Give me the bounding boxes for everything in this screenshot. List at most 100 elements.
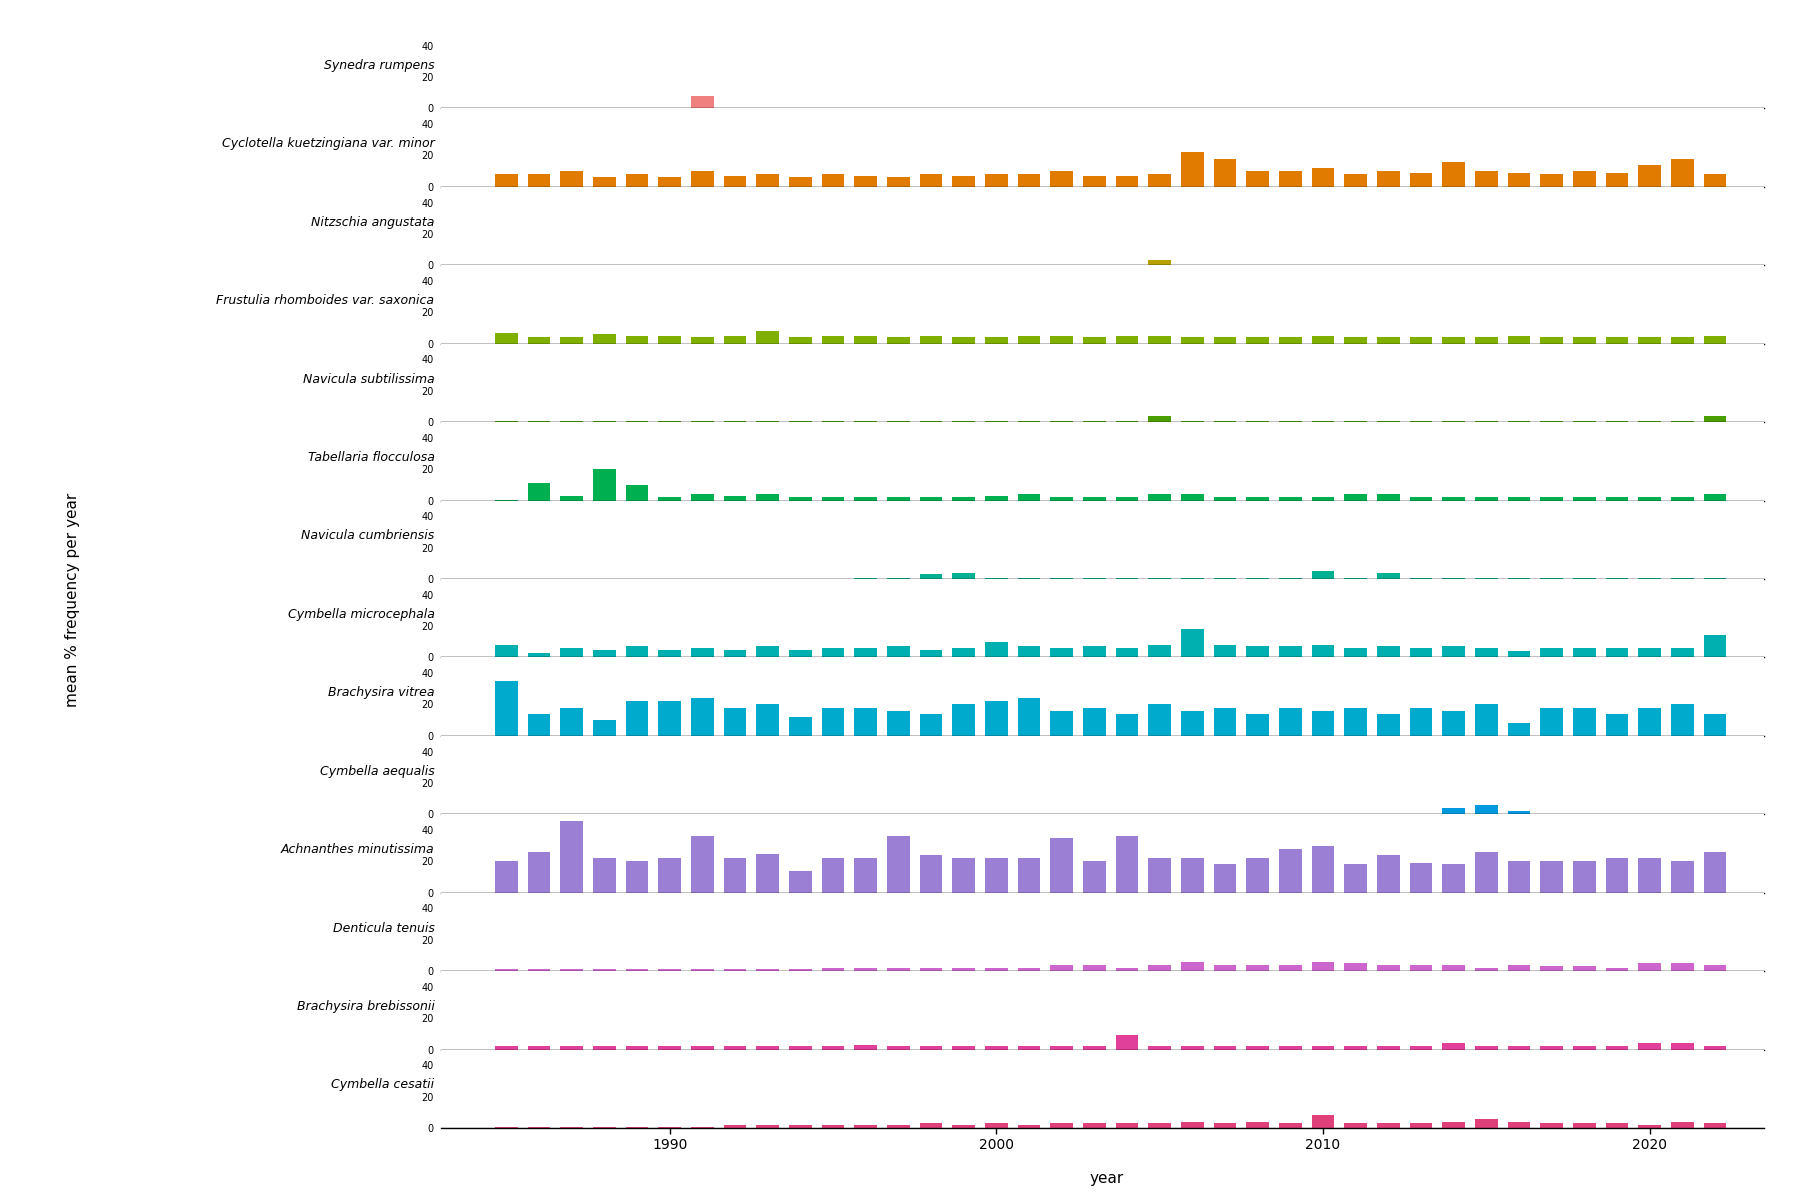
Bar bbox=[985, 174, 1008, 187]
Bar bbox=[1573, 172, 1597, 187]
Bar bbox=[1278, 1046, 1301, 1050]
Bar bbox=[1148, 704, 1172, 736]
Bar bbox=[691, 1046, 715, 1050]
Bar bbox=[1345, 864, 1368, 893]
Bar bbox=[1181, 152, 1204, 187]
Bar bbox=[952, 704, 976, 736]
Bar bbox=[527, 337, 551, 343]
Bar bbox=[1148, 1046, 1172, 1050]
Bar bbox=[1474, 852, 1498, 893]
Bar bbox=[1606, 648, 1629, 658]
Bar bbox=[1541, 1123, 1562, 1128]
Bar bbox=[560, 1046, 583, 1050]
Bar bbox=[1703, 714, 1726, 736]
Bar bbox=[1148, 174, 1172, 187]
Bar bbox=[855, 176, 877, 187]
Bar bbox=[1508, 1046, 1530, 1050]
Bar bbox=[1508, 862, 1530, 893]
Bar bbox=[1084, 1123, 1105, 1128]
Bar bbox=[1278, 337, 1301, 343]
Bar bbox=[788, 337, 812, 343]
Bar bbox=[821, 336, 844, 343]
Bar bbox=[1670, 648, 1694, 658]
Bar bbox=[821, 1124, 844, 1128]
Bar bbox=[560, 821, 583, 893]
Bar bbox=[952, 498, 976, 500]
Bar bbox=[756, 704, 779, 736]
Bar bbox=[1049, 838, 1073, 893]
Bar bbox=[527, 1046, 551, 1050]
Bar bbox=[1246, 965, 1269, 971]
Bar bbox=[527, 968, 551, 971]
Bar bbox=[1541, 498, 1562, 500]
Bar bbox=[724, 968, 747, 971]
Bar bbox=[1442, 647, 1465, 658]
Bar bbox=[1312, 846, 1334, 893]
Bar bbox=[626, 1046, 648, 1050]
Bar bbox=[1084, 337, 1105, 343]
Bar bbox=[691, 836, 715, 893]
Bar bbox=[1084, 862, 1105, 893]
Bar bbox=[920, 856, 943, 893]
Bar bbox=[1508, 173, 1530, 187]
Bar bbox=[887, 710, 909, 736]
Bar bbox=[1638, 858, 1661, 893]
Bar bbox=[1670, 704, 1694, 736]
Bar bbox=[1573, 966, 1597, 971]
Bar bbox=[1084, 647, 1105, 658]
Bar bbox=[1606, 1046, 1629, 1050]
Bar bbox=[1148, 858, 1172, 893]
Bar bbox=[788, 1046, 812, 1050]
Bar bbox=[1573, 862, 1597, 893]
Text: Brachysira brebissonii: Brachysira brebissonii bbox=[297, 1000, 434, 1013]
Bar bbox=[724, 176, 747, 187]
Bar bbox=[1606, 498, 1629, 500]
Bar bbox=[887, 178, 909, 187]
Bar bbox=[1246, 714, 1269, 736]
Bar bbox=[1377, 856, 1400, 893]
Bar bbox=[1017, 1046, 1040, 1050]
Bar bbox=[1606, 968, 1629, 971]
Bar bbox=[592, 335, 616, 343]
Bar bbox=[1213, 158, 1237, 187]
Bar bbox=[1606, 337, 1629, 343]
Bar bbox=[1116, 648, 1138, 658]
Bar bbox=[952, 1046, 976, 1050]
Bar bbox=[1312, 336, 1334, 343]
Bar bbox=[1573, 708, 1597, 736]
Bar bbox=[1084, 176, 1105, 187]
Bar bbox=[1606, 1123, 1629, 1128]
Text: Nitzschia angustata: Nitzschia angustata bbox=[311, 216, 434, 229]
Bar bbox=[592, 178, 616, 187]
Text: Synedra rumpens: Synedra rumpens bbox=[324, 59, 434, 72]
Bar bbox=[1246, 172, 1269, 187]
Bar bbox=[985, 701, 1008, 736]
Bar bbox=[1017, 494, 1040, 500]
Bar bbox=[1049, 648, 1073, 658]
Bar bbox=[495, 174, 518, 187]
Bar bbox=[985, 642, 1008, 658]
Bar bbox=[1474, 704, 1498, 736]
Bar bbox=[1246, 1122, 1269, 1128]
Bar bbox=[1345, 174, 1368, 187]
Bar bbox=[821, 174, 844, 187]
Bar bbox=[691, 698, 715, 736]
Bar bbox=[821, 1046, 844, 1050]
Bar bbox=[1703, 965, 1726, 971]
Bar bbox=[1377, 172, 1400, 187]
Bar bbox=[985, 337, 1008, 343]
Bar bbox=[1606, 858, 1629, 893]
Text: Brachysira vitrea: Brachysira vitrea bbox=[328, 686, 434, 700]
Bar bbox=[1084, 1046, 1105, 1050]
Bar bbox=[495, 332, 518, 343]
Bar bbox=[1312, 644, 1334, 658]
Bar bbox=[1541, 648, 1562, 658]
Bar bbox=[788, 871, 812, 893]
Bar bbox=[1377, 1046, 1400, 1050]
Bar bbox=[1345, 337, 1368, 343]
Bar bbox=[1442, 162, 1465, 187]
Bar bbox=[1246, 858, 1269, 893]
Bar bbox=[1377, 647, 1400, 658]
Bar bbox=[855, 858, 877, 893]
Bar bbox=[1409, 337, 1433, 343]
